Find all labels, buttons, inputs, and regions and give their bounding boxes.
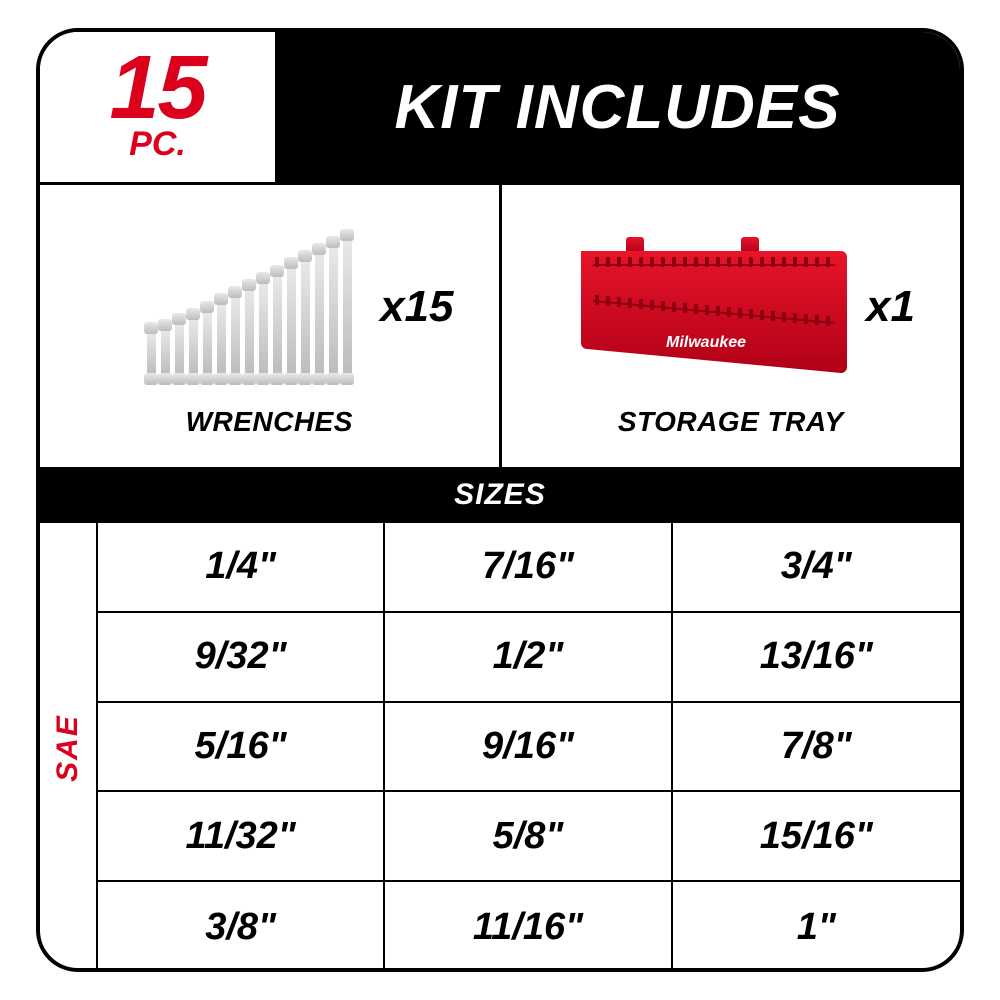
size-cell: 7/16"	[385, 523, 672, 613]
wrenches-image: x15	[40, 215, 499, 400]
size-cell: 5/16"	[98, 703, 385, 793]
sae-column: SAE	[40, 523, 98, 972]
wrench-icon	[301, 260, 310, 375]
tray-image: Milwaukee x1	[502, 215, 961, 400]
sizes-grid: 1/4"7/16"3/4" 9/32"1/2"13/16" 5/16"9/16"7/…	[98, 523, 960, 972]
size-cell: 1/2"	[385, 613, 672, 703]
piece-count: 15	[109, 50, 205, 127]
wrench-icon	[231, 296, 240, 375]
wrench-icon	[175, 323, 184, 375]
items-row: x15 WRENCHES	[40, 182, 960, 467]
size-cell: 1"	[673, 882, 960, 972]
wrenches-qty: x15	[380, 282, 453, 332]
storage-tray-icon: Milwaukee	[571, 237, 851, 377]
size-cell: 5/8"	[385, 792, 672, 882]
size-cell: 15/16"	[673, 792, 960, 882]
sizes-section: SAE 1/4"7/16"3/4" 9/32"1/2"13/16" 5/16"9/1…	[40, 523, 960, 972]
tray-brand-text: Milwaukee	[666, 334, 746, 351]
info-card: 15 PC. KIT INCLUDES x15 WRENCHES	[36, 28, 964, 972]
size-cell: 11/16"	[385, 882, 672, 972]
size-cell: 13/16"	[673, 613, 960, 703]
size-cell: 3/8"	[98, 882, 385, 972]
tray-qty: x1	[866, 282, 915, 332]
sae-label: SAE	[51, 714, 85, 782]
wrench-icon	[329, 246, 338, 376]
wrench-icon	[161, 329, 170, 376]
wrench-icon	[189, 318, 198, 376]
size-cell: 3/4"	[673, 523, 960, 613]
item-wrenches: x15 WRENCHES	[40, 185, 499, 467]
size-cell: 9/32"	[98, 613, 385, 703]
wrench-icon	[147, 332, 156, 375]
wrench-icon	[217, 303, 226, 375]
tray-label: STORAGE TRAY	[618, 406, 844, 438]
wrenches-label: WRENCHES	[186, 406, 353, 438]
kit-includes-title: KIT INCLUDES	[275, 32, 960, 182]
item-tray: Milwaukee x1 STORAGE TRAY	[499, 185, 961, 467]
wrenches-icon	[147, 239, 352, 376]
size-cell: 11/32"	[98, 792, 385, 882]
piece-unit: PC.	[129, 125, 186, 164]
sizes-header: SIZES	[40, 467, 960, 523]
wrench-icon	[343, 239, 352, 376]
size-cell: 1/4"	[98, 523, 385, 613]
size-cell: 9/16"	[385, 703, 672, 793]
wrench-icon	[315, 253, 324, 375]
wrench-icon	[259, 282, 268, 376]
piece-count-box: 15 PC.	[40, 32, 275, 182]
wrench-icon	[203, 311, 212, 376]
wrench-icon	[245, 289, 254, 375]
header-row: 15 PC. KIT INCLUDES	[40, 32, 960, 182]
wrench-icon	[287, 267, 296, 375]
size-cell: 7/8"	[673, 703, 960, 793]
wrench-icon	[273, 275, 282, 376]
